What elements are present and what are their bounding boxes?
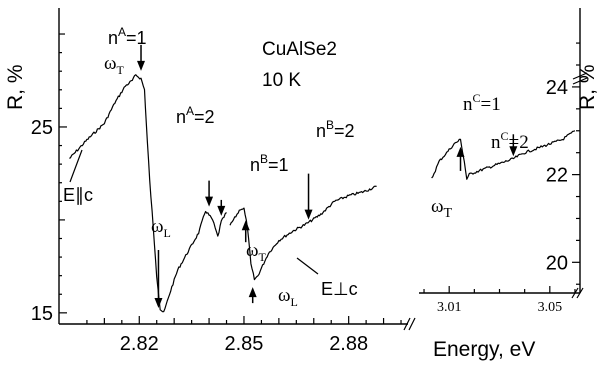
y-right-tick-label: 20 (546, 252, 568, 274)
annotation-nA1: nA=1 (108, 25, 147, 48)
annotation-nA1-omegaL: ωL (151, 216, 171, 240)
y-left-tick-label: 25 (31, 117, 53, 139)
arrow-omegaL-A (154, 249, 163, 308)
label-leader-Ec-perp (296, 257, 319, 275)
annotation-nB2: nB=2 (316, 118, 355, 141)
label-E-perp-c: E⊥c (321, 279, 358, 299)
x-axis-break-mark (403, 317, 416, 331)
x-tick-label: 2.82 (120, 333, 159, 355)
y-axis-right-label: R, % (576, 64, 599, 110)
arrow-nB1-omegaT (241, 220, 250, 243)
inset-x-tick-label: 3.01 (437, 300, 462, 315)
label-E-parallel-c: E∥c (63, 185, 93, 205)
chart-title: CuAlSe2 (262, 39, 337, 60)
y-axis-left-label: R, % (4, 64, 27, 110)
y-right-tick-label: 22 (546, 165, 568, 187)
arrow-nC2 (509, 134, 518, 157)
arrow-nA1 (137, 44, 146, 71)
annotation-nC1-omegaT: ωT (431, 196, 453, 221)
chart-subtitle: 10 K (262, 70, 301, 91)
series-line-2 (431, 130, 576, 180)
annotation-nB1-omegaT: ωT (246, 240, 267, 264)
annotation-nB1-omegaL: ωL (278, 285, 298, 309)
arrow-nA2-secondary (217, 199, 226, 216)
arrow-nC1-omegaT (456, 146, 465, 171)
annotation-nA1-omegaT: ωT (104, 53, 125, 77)
y-right-tick-label: 24 (546, 77, 568, 99)
y-axis-right-break-mark (572, 72, 588, 85)
annotation-nC2: nC=2 (491, 129, 529, 153)
series-line-1 (229, 185, 377, 281)
label-leader-Ec-parallel (69, 149, 83, 183)
annotation-nB1: nB=1 (250, 152, 289, 175)
arrow-nA2 (205, 180, 214, 207)
inset-x-tick-label: 3.05 (538, 300, 563, 315)
x-tick-label: 2.85 (225, 333, 264, 355)
annotation-nC1: nC=1 (463, 91, 501, 115)
series-line-0 (69, 74, 227, 313)
x-axis-label: Energy, eV (433, 338, 535, 361)
arrow-nB2 (304, 173, 313, 220)
y-left-tick-label: 15 (31, 303, 53, 325)
x-tick-label: 2.88 (329, 333, 368, 355)
arrow-nB1-omegaL (248, 287, 257, 304)
annotation-nA2: nA=2 (176, 104, 215, 127)
